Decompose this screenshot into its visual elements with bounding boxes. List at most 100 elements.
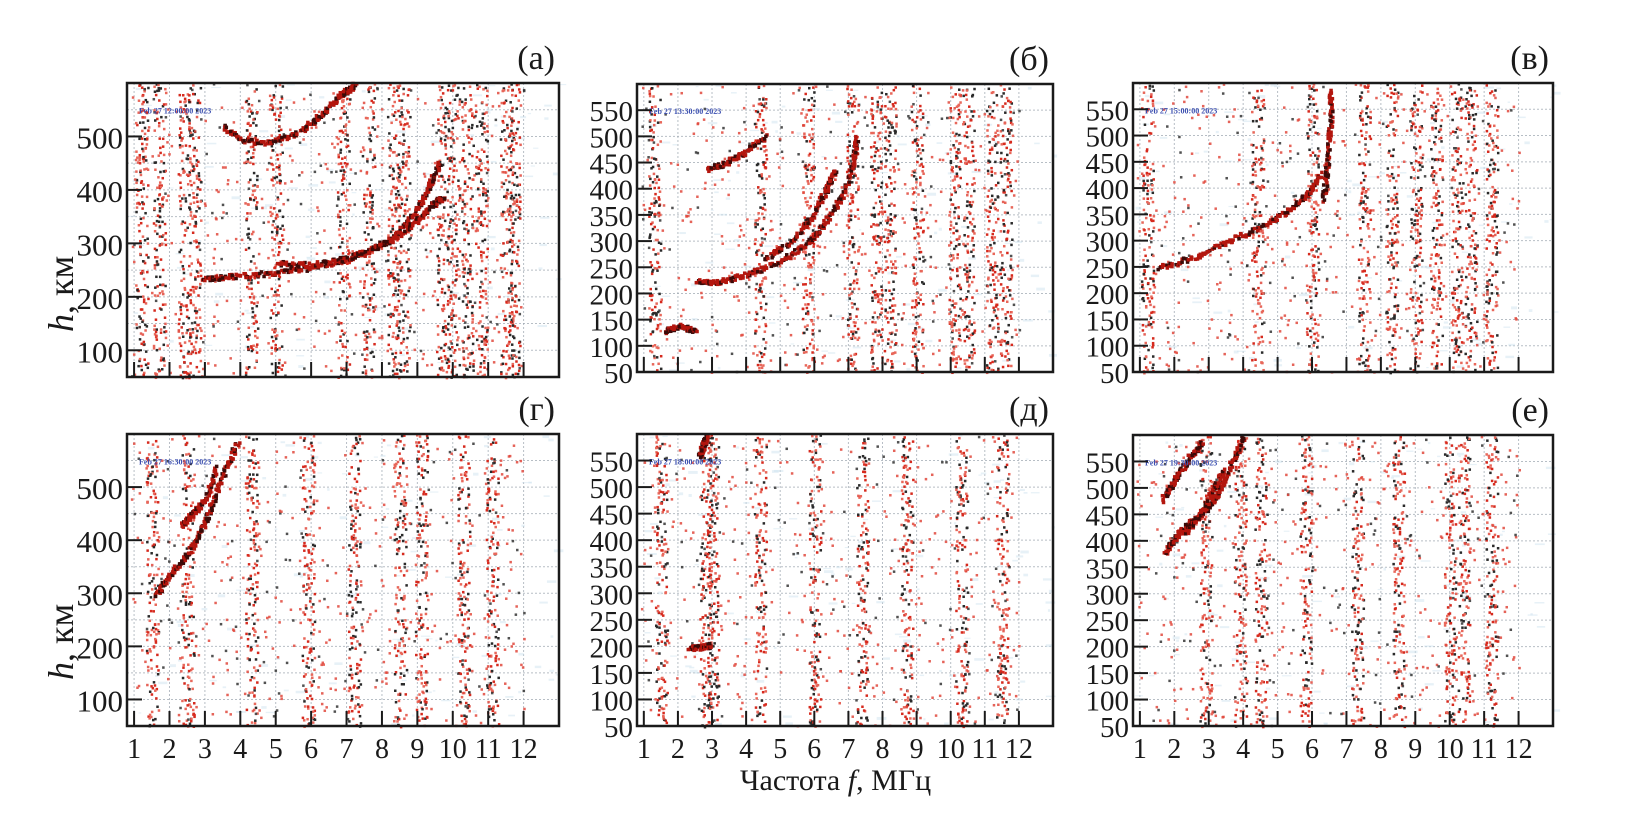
noise-dot xyxy=(256,305,259,308)
scatter-dot xyxy=(214,248,217,251)
noise-dot xyxy=(369,134,372,137)
noise-dot xyxy=(922,165,925,168)
scatter-dot xyxy=(192,289,195,292)
wash-speck xyxy=(538,325,547,327)
noise-dot xyxy=(446,259,449,262)
noise-dot xyxy=(658,293,661,296)
scatter-dot xyxy=(420,350,423,353)
scatter-dot xyxy=(394,187,397,190)
noise-dot xyxy=(436,255,439,257)
noise-dot xyxy=(951,269,954,272)
wash-speck xyxy=(324,296,329,298)
scatter-dot xyxy=(159,226,162,229)
scatter-dot xyxy=(132,96,135,99)
trace-dot xyxy=(342,94,346,98)
noise-dot xyxy=(339,281,342,284)
noise-dot xyxy=(812,262,815,265)
scatter-dot xyxy=(431,364,434,367)
noise-dot xyxy=(159,216,162,219)
noise-dot xyxy=(400,107,403,110)
noise-dot xyxy=(273,267,276,270)
wash-speck xyxy=(369,348,375,349)
noise-dot xyxy=(271,328,274,331)
noise-dot xyxy=(658,198,661,201)
scatter-dot xyxy=(151,155,154,158)
noise-dot xyxy=(387,277,390,280)
noise-dot xyxy=(200,181,203,184)
noise-dot xyxy=(888,240,891,243)
noise-dot xyxy=(406,370,409,373)
noise-dot xyxy=(651,294,654,297)
noise-dot xyxy=(802,318,805,321)
noise-dot xyxy=(469,254,472,257)
noise-dot xyxy=(881,339,884,342)
noise-dot xyxy=(180,313,183,316)
scatter-dot xyxy=(284,182,287,185)
scatter-dot xyxy=(213,315,216,318)
noise-dot xyxy=(458,297,461,300)
scatter-dot xyxy=(377,125,380,128)
noise-dot xyxy=(512,222,515,225)
noise-dot xyxy=(856,278,859,281)
noise-dot xyxy=(653,205,656,208)
scatter-dot xyxy=(241,239,244,242)
noise-dot xyxy=(511,272,514,275)
noise-dot xyxy=(186,116,189,119)
noise-dot xyxy=(973,130,976,133)
noise-dot xyxy=(884,105,887,108)
noise-dot xyxy=(848,105,851,108)
noise-dot xyxy=(368,309,371,312)
noise-dot xyxy=(758,263,761,266)
noise-dot xyxy=(396,368,399,371)
noise-dot xyxy=(154,264,157,267)
noise-dot xyxy=(144,127,147,130)
noise-dot xyxy=(441,142,444,145)
noise-dot xyxy=(511,140,513,143)
trace-dot xyxy=(439,198,443,202)
noise-dot xyxy=(507,298,510,301)
noise-dot xyxy=(369,319,372,322)
noise-dot xyxy=(398,142,401,145)
noise-dot xyxy=(270,157,273,160)
trace-dot xyxy=(311,265,315,269)
noise-dot xyxy=(366,221,369,224)
noise-dot xyxy=(158,125,161,128)
noise-dot xyxy=(875,240,878,243)
wash-speck xyxy=(352,192,357,193)
scatter-dot xyxy=(246,152,249,155)
noise-dot xyxy=(656,328,659,331)
scatter-dot xyxy=(478,210,481,213)
noise-dot xyxy=(510,191,512,194)
noise-dot xyxy=(462,143,465,146)
noise-dot xyxy=(345,146,348,149)
noise-dot xyxy=(194,327,197,330)
noise-dot xyxy=(855,98,858,101)
noise-dot xyxy=(482,290,485,293)
scatter-dot xyxy=(186,174,189,177)
noise-dot xyxy=(760,128,763,131)
scatter-dot xyxy=(263,221,266,224)
noise-dot xyxy=(919,176,922,179)
scatter-dot xyxy=(212,257,215,260)
noise-dot xyxy=(509,325,512,328)
noise-dot xyxy=(272,184,275,187)
noise-dot xyxy=(365,372,368,375)
noise-dot xyxy=(762,98,765,101)
noise-dot xyxy=(970,251,973,254)
noise-dot xyxy=(160,359,163,362)
noise-dot xyxy=(154,230,157,233)
scatter-dot xyxy=(485,297,488,300)
noise-dot xyxy=(447,323,450,326)
scatter-dot xyxy=(492,105,495,108)
scatter-dot xyxy=(318,153,321,156)
noise-dot xyxy=(195,210,198,213)
noise-dot xyxy=(189,289,192,292)
noise-dot xyxy=(444,143,447,146)
scatter-dot xyxy=(334,317,337,320)
noise-dot xyxy=(971,357,974,360)
noise-dot xyxy=(282,239,285,242)
noise-dot xyxy=(278,362,281,365)
noise-dot xyxy=(178,318,181,321)
scatter-dot xyxy=(143,278,146,281)
noise-dot xyxy=(436,351,439,354)
